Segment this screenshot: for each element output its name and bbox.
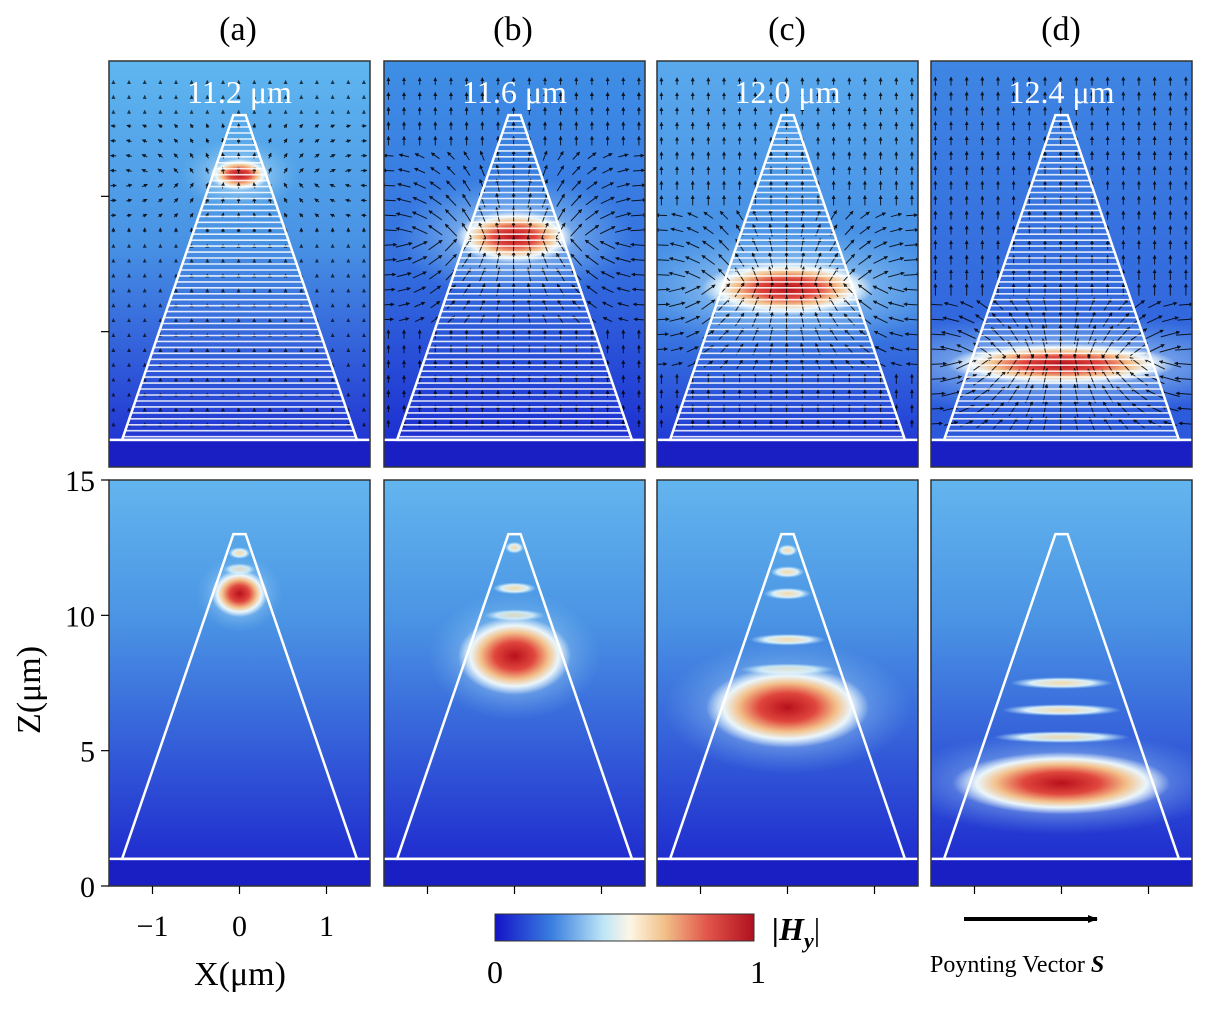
top-field-spot-d [946, 343, 1177, 385]
substrate-bottom-a [109, 860, 370, 886]
bottom-panel-b [383, 479, 646, 894]
axes: Z(μm) X(μm) 0 5 10 15 −1 0 1 [11, 195, 334, 993]
x-tick-label: 0 [232, 910, 247, 943]
column-label-a: (a) [219, 11, 257, 48]
colorbar-min-label: 0 [487, 954, 503, 990]
wavelength-label-c: 12.0 μm [734, 74, 840, 110]
bottom-field-spot-b [457, 617, 572, 695]
substrate-bottom-b [384, 860, 645, 886]
poynting-label-symbol: S [1091, 952, 1104, 978]
x-tick-label: 1 [319, 910, 334, 943]
bottom-panel-c [656, 479, 919, 894]
fringe-c-0 [777, 544, 798, 557]
x-axis-label: X(μm) [194, 956, 286, 993]
wavelength-label-d: 12.4 μm [1008, 74, 1114, 110]
bottom-field-spot-c [705, 666, 870, 748]
multilayer-stack-d [945, 120, 1178, 438]
x-tick-label: −1 [137, 910, 169, 943]
z-tick-labels: 0 5 10 15 [65, 195, 109, 904]
colorbar-max-label: 1 [750, 954, 766, 990]
substrate-top-c [657, 441, 918, 467]
fringe-d-0 [1010, 677, 1113, 689]
z-tick-label: 15 [65, 465, 95, 498]
bottom-field-spot-a [211, 570, 268, 618]
z-axis-label: Z(μm) [11, 646, 48, 734]
colorbar-gradient [494, 913, 755, 942]
colorbar-label-sub: y [801, 928, 814, 953]
substrate-bottom-d [931, 860, 1192, 886]
column-label-c: (c) [768, 11, 806, 48]
bottom-field-spot-d [952, 752, 1171, 815]
bottom-panel-d [930, 479, 1193, 894]
colorbar: 0 1 |Hy| [487, 911, 820, 990]
poynting-legend-label: Poynting Vector S [930, 952, 1104, 978]
z-tick-label: 5 [80, 736, 95, 769]
colorbar-label-end: | [814, 911, 820, 947]
fringe-c-2 [763, 587, 812, 600]
fringe-b-0 [504, 541, 525, 554]
poynting-vector-field-c [657, 77, 918, 428]
fringe-c-1 [770, 566, 805, 578]
fringe-b-1 [492, 582, 537, 595]
top-panel-a: 11.2 μm [108, 60, 371, 468]
panels: 11.2 μm 11.6 μm 12.0 μm 12.4 μm [108, 60, 1193, 894]
colorbar-quantity-label: |Hy| [772, 911, 820, 953]
poynting-label-text: Poynting Vector [930, 952, 1085, 978]
substrate-top-d [931, 441, 1192, 467]
multilayer-stack-c [671, 120, 904, 438]
wavelength-label-b: 11.6 μm [462, 74, 567, 110]
substrate-top-b [384, 441, 645, 467]
multilayer-stack-b [398, 120, 631, 438]
column-labels: (a) (b) (c) (d) [219, 11, 1081, 48]
column-label-b: (b) [493, 11, 533, 48]
fringe-d-1 [1001, 704, 1122, 717]
poynting-vector-field-a [109, 80, 368, 427]
substrate-top-a [109, 441, 370, 467]
colorbar-label-main: |H [772, 911, 805, 947]
top-panel-d: 12.4 μm [930, 60, 1193, 468]
top-panel-c: 12.0 μm [656, 60, 919, 468]
z-tick-label: 10 [65, 600, 95, 633]
multilayer-stack-a [123, 120, 356, 438]
wavelength-label-a: 11.2 μm [187, 74, 292, 110]
column-label-d: (d) [1041, 11, 1081, 48]
top-panel-b: 11.6 μm [383, 60, 646, 468]
poynting-legend: Poynting Vector S [930, 915, 1104, 978]
z-tick-label: 0 [80, 871, 95, 904]
bottom-panel-a [108, 479, 371, 894]
x-tick-labels: −1 0 1 [137, 910, 334, 943]
substrate-bottom-c [657, 860, 918, 886]
bottom-panel-background-a [109, 480, 370, 886]
